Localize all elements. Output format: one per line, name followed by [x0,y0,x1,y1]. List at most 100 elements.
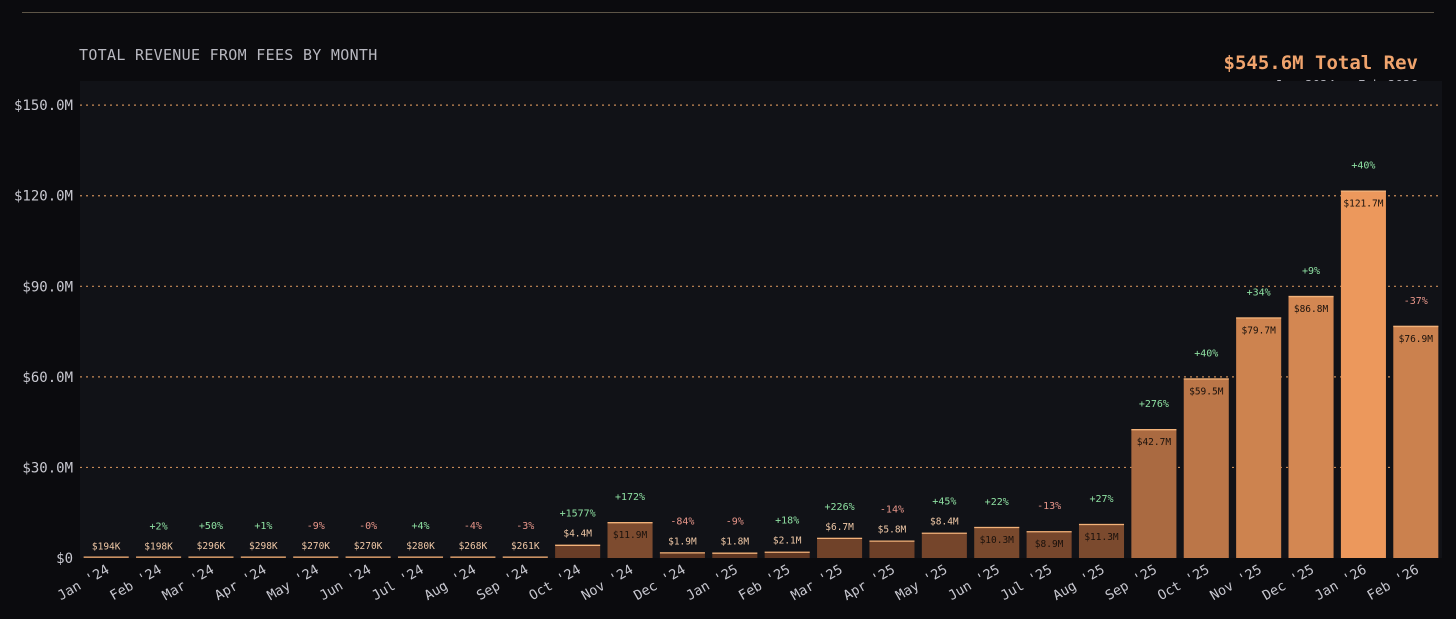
bar [1236,317,1282,558]
value-label: $270K [301,541,330,552]
value-label: $194K [92,541,121,552]
x-tick-label: Oct '24 [526,562,583,604]
change-label: +4% [411,521,429,532]
bar [1340,190,1386,558]
x-tick-label: Dec '24 [631,562,688,604]
value-label: $86.8M [1294,304,1329,315]
x-tick-label: Jun '24 [317,562,374,604]
bar [1026,531,1072,558]
chart-title: TOTAL REVENUE FROM FEES BY MONTH [79,46,378,64]
value-label: $280K [406,541,435,552]
value-label: $11.3M [1084,532,1119,543]
change-label: +1% [254,521,272,532]
value-label: $6.7M [825,522,854,533]
value-label: $268K [459,541,488,552]
change-label: -14% [880,504,904,515]
x-tick-label: Sep '24 [474,562,531,604]
x-tick-label: Jul '24 [369,562,426,604]
value-label: $79.7M [1241,325,1276,336]
value-label: $2.1M [773,536,802,547]
value-label: $76.9M [1399,334,1434,345]
change-label: +226% [825,502,855,513]
x-tick-label: Nov '24 [579,562,636,604]
change-label: +172% [615,492,645,503]
bar [1288,295,1334,558]
bar [712,552,758,558]
x-tick-label: Feb '24 [107,562,164,604]
y-tick-label: $0 [56,551,73,567]
x-tick-label: Apr '24 [212,562,269,604]
change-label: +2% [150,521,168,532]
y-tick-label: $30.0M [22,460,73,476]
value-label: $59.5M [1189,386,1224,397]
bar [659,552,705,558]
x-tick-label: Nov '25 [1207,562,1264,604]
x-tick-label: Jun '25 [945,562,1002,604]
change-label: +34% [1247,287,1271,298]
change-label: -0% [359,521,377,532]
change-label: -37% [1404,296,1428,307]
bar [555,544,601,558]
bar [1078,523,1125,558]
value-label: $10.3M [980,535,1015,546]
change-label: +45% [932,497,956,508]
y-tick-label: $120.0M [14,189,73,205]
value-label: $4.4M [563,529,592,540]
value-label: $1.8M [721,537,750,548]
y-tick-label: $90.0M [22,279,73,295]
change-label: +50% [199,521,223,532]
x-tick-label: May '24 [264,562,321,604]
x-tick-label: May '25 [893,562,950,604]
bar [817,537,863,558]
value-label: $261K [511,541,540,552]
change-label: +1577% [560,509,596,520]
x-tick-label: Apr '25 [841,562,898,604]
bar [974,526,1020,558]
top-divider [22,12,1434,13]
total-revenue: $545.6M Total Rev [1223,52,1418,74]
change-label: +276% [1139,399,1169,410]
value-label: $5.8M [878,524,907,535]
value-label: $8.4M [930,517,959,528]
x-tick-label: Mar '24 [160,562,217,604]
x-tick-label: Oct '25 [1155,562,1212,604]
x-tick-label: Aug '25 [1050,562,1107,604]
x-tick-label: Jan '26 [1312,562,1369,604]
change-label: +40% [1194,348,1218,359]
change-label: +27% [1089,494,1113,505]
value-label: $1.9M [668,536,697,547]
change-label: -13% [1037,501,1061,512]
change-label: -9% [307,521,325,532]
change-label: -3% [516,521,534,532]
value-label: $8.9M [1035,539,1064,550]
x-tick-label: Jan '25 [684,562,741,604]
bar [607,522,653,558]
x-tick-label: Mar '25 [788,562,845,604]
x-tick-label: Jan '24 [55,562,112,604]
change-label: +18% [775,516,799,527]
bar [764,551,810,558]
bar [1131,429,1177,558]
x-tick-label: Jul '25 [998,562,1055,604]
value-label: $270K [354,541,383,552]
change-label: -9% [726,517,744,528]
change-label: -4% [464,521,482,532]
bar [1183,378,1229,558]
change-label: +40% [1351,161,1375,172]
x-tick-label: Dec '25 [1260,562,1317,604]
change-label: +9% [1302,266,1320,277]
x-tick-label: Feb '25 [736,562,793,604]
x-tick-label: Aug '24 [422,562,479,604]
x-tick-label: Feb '26 [1365,562,1422,604]
value-label: $296K [197,541,226,552]
value-label: $121.7M [1343,199,1383,210]
bar [869,540,915,558]
value-label: $42.7M [1137,437,1172,448]
x-tick-label: Sep '25 [1103,562,1160,604]
value-label: $198K [144,541,173,552]
value-label: $298K [249,541,278,552]
bar [1393,325,1439,558]
y-tick-label: $60.0M [22,370,73,386]
